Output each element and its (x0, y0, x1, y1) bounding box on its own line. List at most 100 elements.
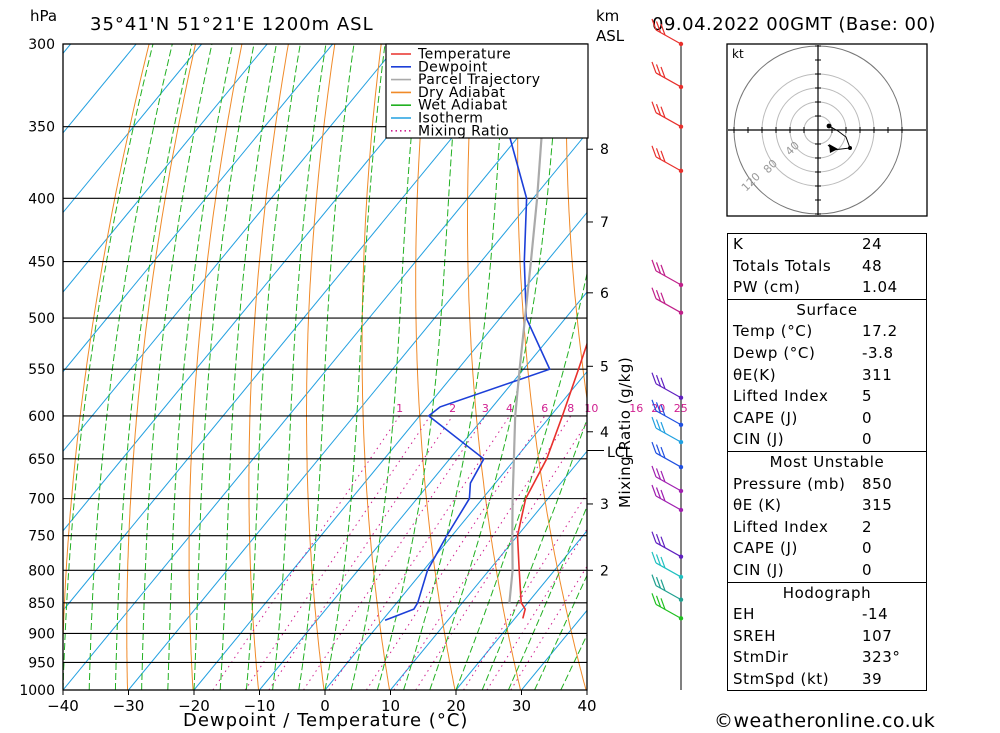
index-value: 323° (862, 648, 901, 667)
wind-barb (651, 574, 684, 602)
index-value: 1.04 (862, 278, 898, 297)
lcl-label: LCL (607, 445, 633, 461)
index-label: Totals Totals (733, 256, 832, 275)
index-row: StmDir 323° (728, 647, 926, 669)
wind-barb-feather (660, 421, 666, 434)
index-row: K 24 (728, 234, 926, 256)
dry-adiabat-line (565, 44, 587, 403)
surface-heading: Surface (796, 300, 858, 319)
index-row: Lifted Index 5 (728, 386, 926, 408)
wind-barb-feather (655, 576, 662, 589)
wind-barb-feather (655, 444, 662, 456)
wind-barb-feather (651, 259, 657, 272)
pressure-tick-label: 850 (28, 596, 55, 612)
wind-barbs (651, 18, 684, 621)
wind-barb-feather (660, 470, 666, 483)
wind-barb-feather (660, 446, 666, 459)
index-label: StmSpd (kt) (733, 669, 830, 688)
height-km-label: 8 (600, 142, 609, 158)
legend-label: Isotherm (418, 111, 483, 127)
wind-barb-feather (660, 66, 666, 79)
wind-barb-feather (660, 556, 666, 569)
pressure-tick-label: 650 (28, 452, 55, 468)
dry-adiabat-line (306, 44, 336, 690)
legend-label: Dry Adiabat (418, 85, 505, 101)
pressure-tick-label: 550 (28, 362, 55, 378)
wet-adiabat-line (63, 44, 154, 690)
pressure-tick-label: 350 (28, 120, 55, 136)
index-label: CIN (J) (733, 430, 785, 449)
wind-barb-feather (651, 551, 657, 564)
pressure-tick-label: 900 (28, 626, 55, 642)
isotherm-line (0, 44, 5, 690)
wind-barb (651, 593, 684, 621)
isotherm-line (63, 44, 203, 214)
wet-adiabat-line (219, 44, 277, 690)
wind-barb-feather (651, 372, 657, 384)
mixing-ratio-label: 3 (482, 402, 489, 415)
mixing-ratio-label: 8 (567, 402, 574, 415)
isotherm-line (455, 530, 587, 690)
temperature-tick-label: −20 (178, 697, 210, 715)
index-label: θE(K) (733, 365, 777, 384)
wind-barb-feather (660, 106, 666, 118)
surface-box: Surface Temp (°C) 17.2 Dewp (°C) -3.8 θE(K… (727, 299, 927, 452)
index-value: -14 (862, 605, 889, 624)
index-row: CAPE (J) 0 (728, 538, 926, 560)
hodograph-unit-label: kt (732, 47, 744, 61)
isotherm-line (390, 450, 587, 690)
index-label: EH (733, 605, 755, 624)
index-label: θE (K) (733, 496, 782, 515)
wind-barb (651, 101, 684, 129)
index-label: SREH (733, 626, 777, 645)
wind-barb (651, 61, 684, 90)
isotherm-line (128, 132, 587, 690)
height-km-label: 7 (600, 215, 609, 231)
indices-table: K 24 Totals Totals 48 PW (cm) 1.04 Surface … (727, 233, 927, 692)
height-km-label: 2 (600, 563, 609, 579)
index-row: CAPE (J) 0 (728, 408, 926, 430)
wind-barb-feather (655, 595, 662, 608)
index-row: CIN (J) 0 (728, 429, 926, 451)
mixing-ratio-line (303, 415, 486, 690)
index-label: CAPE (J) (733, 408, 798, 427)
wind-barb (651, 484, 684, 513)
wind-barb-feather (655, 375, 662, 387)
x-axis-label: Dewpoint / Temperature (°C) (183, 710, 468, 731)
copyright-link[interactable]: ©weatheronline.co.uk (714, 710, 936, 732)
wind-barb-feather (651, 61, 657, 74)
dry-adiabat-line (248, 44, 289, 690)
mixing-ratio-labels: 12346810162025 (396, 402, 688, 415)
wind-barb-feather (660, 23, 666, 36)
isotherm-lines (0, 44, 587, 690)
wind-barb-feather (655, 554, 662, 566)
hodograph-point (848, 146, 852, 150)
wind-barb (651, 18, 684, 47)
legend-label: Parcel Trajectory (418, 72, 540, 88)
asl-label: ASL (596, 27, 625, 45)
pressure-tick-label: 700 (28, 492, 55, 508)
legend-label: Temperature (417, 47, 511, 63)
index-row: StmSpd (kt) 39 (728, 669, 926, 691)
index-row: CIN (J) 0 (728, 560, 926, 582)
legend-label: Wet Adiabat (418, 98, 508, 114)
index-label: CAPE (J) (733, 539, 798, 558)
wind-barb-feather (655, 148, 662, 160)
wind-barb-feather (651, 101, 657, 113)
temperature-tick-labels: −40 −30 −20 −10 0 10 20 30 40 (47, 690, 597, 715)
index-label: Lifted Index (733, 387, 829, 406)
most-unstable-heading: Most Unstable (769, 452, 885, 471)
storm-motion-arrow (829, 144, 838, 153)
index-value: 39 (862, 669, 883, 688)
dry-adiabat-line (361, 44, 390, 690)
mixing-ratio-line (365, 415, 546, 690)
wind-barb-feather (651, 441, 657, 454)
wind-barb-feather (660, 536, 666, 548)
pressure-tick-label: 450 (28, 255, 55, 271)
isotherm-line (63, 44, 399, 453)
mixing-ratio-label: 16 (629, 402, 643, 415)
pressure-tick-label: 950 (28, 655, 55, 671)
